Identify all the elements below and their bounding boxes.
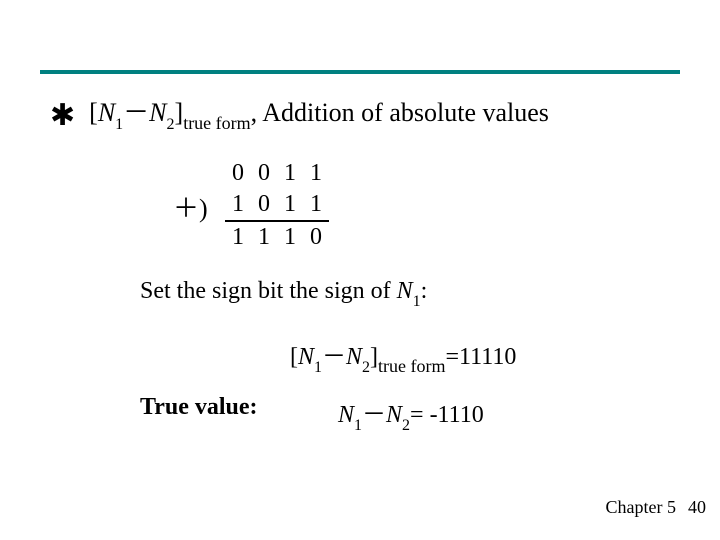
digit: 1 — [225, 221, 251, 253]
addend-row-1: 0 0 1 1 — [225, 158, 329, 189]
digit: 1 — [303, 158, 329, 189]
bullet-icon: ✱ — [50, 101, 75, 131]
var-n1: N — [338, 402, 354, 428]
digit: 0 — [251, 189, 277, 221]
var-n2: N — [149, 98, 166, 127]
digit: 1 — [225, 189, 251, 221]
sign-sentence: Set the sign bit the sign of N1: — [140, 278, 427, 309]
bracket-close: ] — [175, 98, 184, 127]
var-n2: N — [386, 402, 402, 428]
var-n1: N — [397, 278, 413, 304]
digit: 0 — [251, 158, 277, 189]
var-n2: N — [346, 344, 362, 370]
sub-1: 1 — [413, 293, 421, 310]
true-value-expr: N1－N2= -1110 — [338, 394, 484, 433]
digit: 0 — [225, 158, 251, 189]
sub-2: 2 — [362, 359, 370, 376]
sub-1: 1 — [115, 116, 123, 133]
digit: 1 — [251, 221, 277, 253]
footer-chapter: Chapter 5 — [606, 497, 676, 518]
result-value: =11110 — [446, 344, 517, 370]
digit: 1 — [277, 158, 303, 189]
bracket-open: [ — [89, 98, 98, 127]
sub-2: 2 — [402, 417, 410, 434]
addition-table: 0 0 1 1 1 0 1 1 1 1 1 0 — [225, 158, 329, 253]
sub-1: 1 — [314, 359, 322, 376]
true-value-label: True value: — [140, 394, 258, 421]
digit: 1 — [277, 189, 303, 221]
digit: 0 — [303, 221, 329, 253]
bracket-close: ] — [370, 344, 378, 370]
bracket-open: [ — [290, 344, 298, 370]
true-value-result: = -1110 — [410, 402, 484, 428]
minus-sign: － — [362, 402, 386, 428]
heading-tail: Addition of absolute values — [257, 98, 549, 127]
addend-row-2: 1 0 1 1 — [225, 189, 329, 221]
sign-post: : — [421, 278, 428, 304]
minus-sign: － — [123, 98, 149, 127]
result-line: [N1－N2]true form=11110 — [290, 336, 516, 375]
var-n1: N — [98, 98, 115, 127]
sign-pre: Set the sign bit the sign of — [140, 278, 397, 304]
sub-2: 2 — [167, 116, 175, 133]
true-form-label: true form — [378, 356, 445, 376]
digit: 1 — [277, 221, 303, 253]
heading-line: ✱ [N1－N2]true form, Addition of absolute… — [50, 92, 549, 132]
title-rule — [40, 70, 680, 74]
digit: 1 — [303, 189, 329, 221]
sub-1: 1 — [354, 417, 362, 434]
footer-page: 40 — [688, 497, 706, 518]
addition-block: ＋) 0 0 1 1 1 0 1 1 1 1 1 0 — [225, 158, 329, 253]
minus-sign: － — [322, 344, 346, 370]
plus-marker: ＋) — [173, 188, 208, 225]
sum-row: 1 1 1 0 — [225, 221, 329, 253]
var-n1: N — [298, 344, 314, 370]
slide: ✱ [N1－N2]true form, Addition of absolute… — [0, 0, 720, 540]
true-form-label: true form — [183, 113, 250, 133]
heading-text: [N1－N2]true form, Addition of absolute v… — [89, 92, 549, 132]
